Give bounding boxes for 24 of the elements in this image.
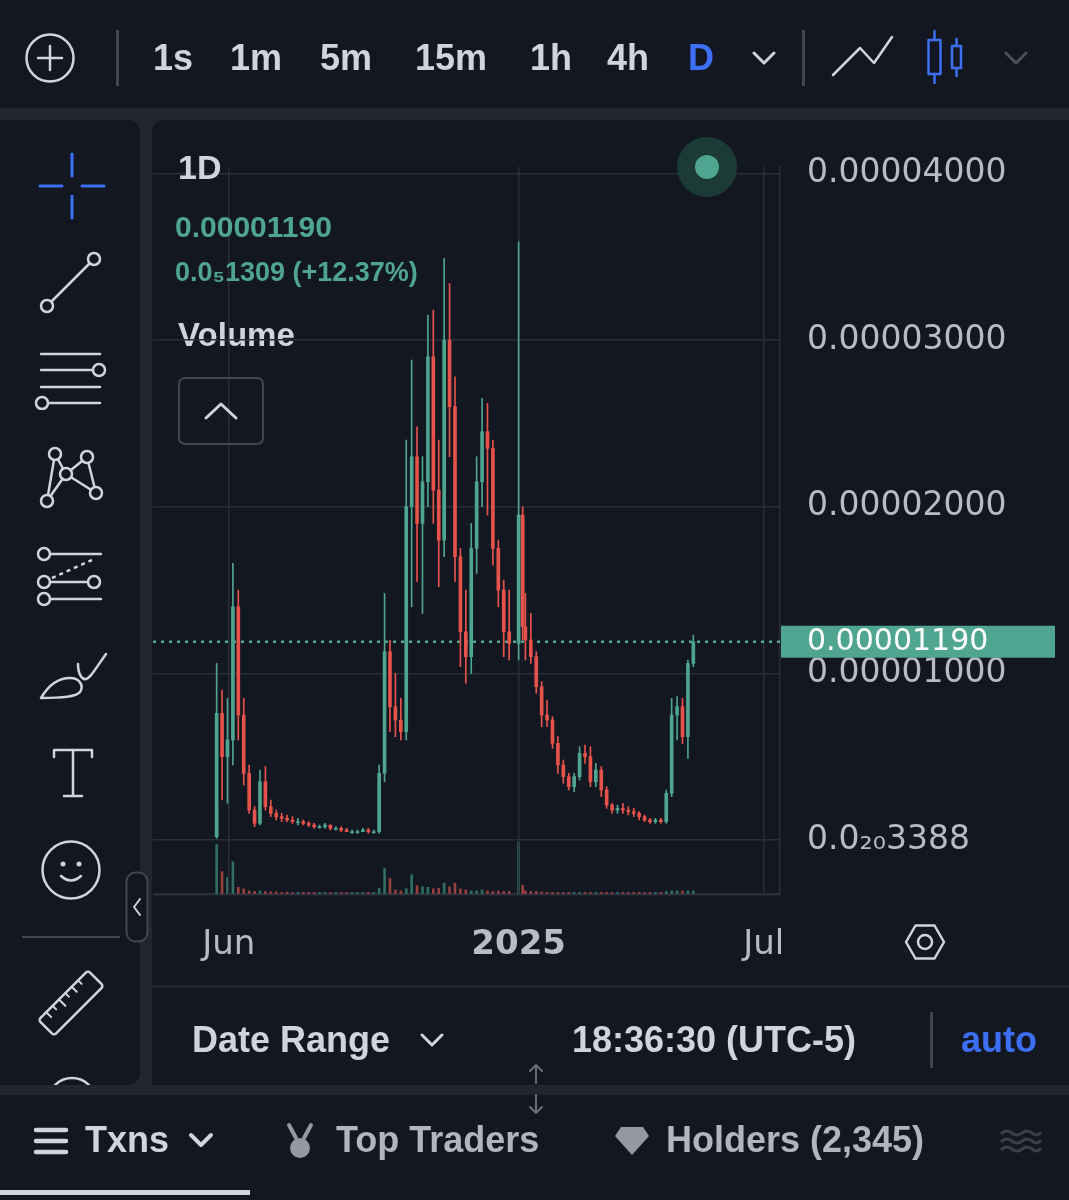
y-tick-label: 0.00002000 xyxy=(807,484,1007,524)
text: 1h xyxy=(530,36,573,80)
text: Txns xyxy=(85,1118,170,1162)
y-tick-label: 0.00003000 xyxy=(807,317,1007,357)
text: Top Traders xyxy=(336,1118,540,1162)
text: D xyxy=(688,36,714,80)
annotation: 0.00001190 xyxy=(175,209,332,245)
y-tick-label: 0.00004000 xyxy=(807,151,1007,191)
text: 5m xyxy=(320,36,373,80)
text: auto xyxy=(961,1018,1037,1062)
text: 1m xyxy=(230,36,283,80)
x-tick-label: 2025 xyxy=(471,922,566,963)
y-tick-label: 0.0₂₀3388 xyxy=(807,817,970,857)
chart-title: Volume xyxy=(178,315,295,355)
x-tick-label: Jun xyxy=(200,922,256,963)
text: 18:36:30 (UTC-5) xyxy=(572,1018,857,1062)
text: 1s xyxy=(153,36,194,80)
text: Holders (2,345) xyxy=(666,1118,925,1162)
chart-title: 1D xyxy=(178,146,222,188)
text: Date Range xyxy=(192,1018,391,1062)
annotation: 0.0₅1309 (+12.37%) xyxy=(175,255,418,289)
x-tick-label: Jul xyxy=(741,922,785,963)
text: 4h xyxy=(607,36,650,80)
text: 15m xyxy=(415,36,488,80)
